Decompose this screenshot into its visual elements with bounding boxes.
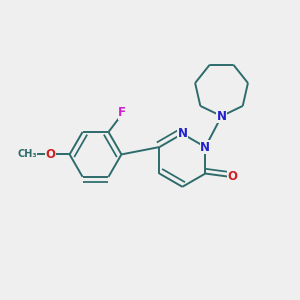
Text: N: N — [217, 110, 226, 123]
Text: F: F — [118, 106, 126, 119]
Text: O: O — [46, 148, 56, 161]
Text: N: N — [177, 127, 188, 140]
Text: CH₃: CH₃ — [17, 149, 37, 159]
Text: N: N — [200, 141, 210, 154]
Text: N: N — [217, 110, 226, 123]
Text: O: O — [228, 170, 238, 183]
